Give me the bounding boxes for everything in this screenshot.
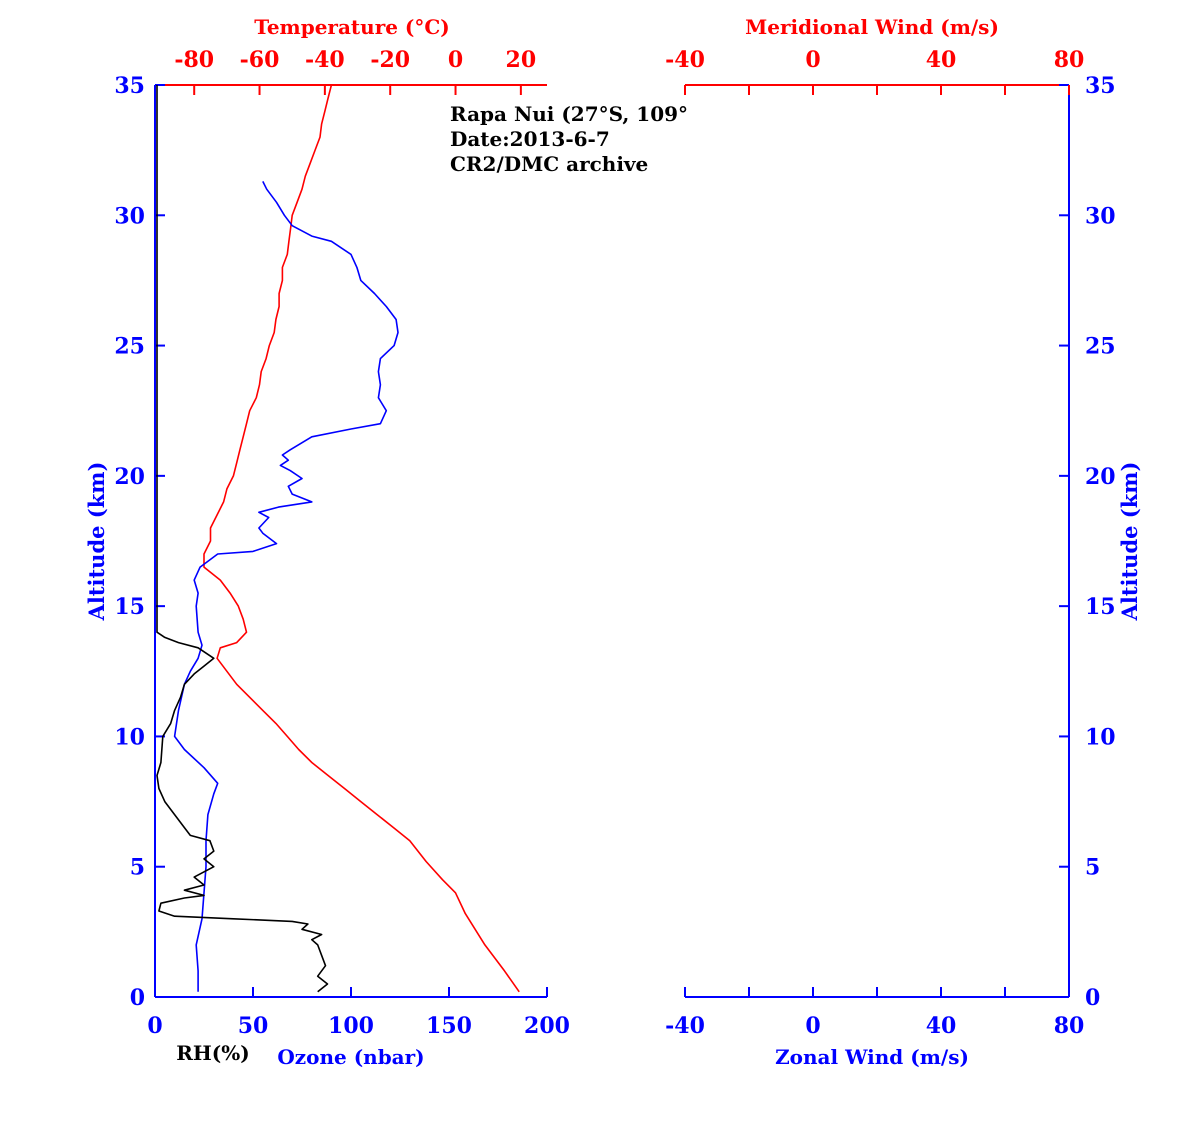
meridional-wind-tick-label: 40 (926, 47, 957, 73)
zonal-wind-tick-label: -40 (665, 1013, 705, 1039)
ozone-tick-label: 200 (524, 1013, 570, 1039)
right-y-tick-label: 5 (1085, 855, 1100, 881)
ozone-tick-label: 150 (426, 1013, 472, 1039)
temperature-tick-label: -60 (240, 47, 280, 73)
right-y-tick-label: 0 (1085, 985, 1100, 1011)
temperature-axis-label: Temperature (°C) (254, 15, 450, 39)
temperature-tick-label: -20 (370, 47, 410, 73)
temperature-tick-label: -80 (174, 47, 214, 73)
meridional-wind-ticks: -40 0 40 80 (665, 47, 1084, 95)
zonal-wind-ticks: -40 0 40 80 (665, 987, 1084, 1039)
meridional-wind-tick-label: 0 (805, 47, 820, 73)
right-y-tick-label: 10 (1085, 724, 1116, 750)
zonal-wind-tick-label: 40 (926, 1013, 957, 1039)
archive-annotation: CR2/DMC archive (450, 152, 648, 176)
ozone-tick-label: 100 (328, 1013, 374, 1039)
ozone-axis-label: Ozone (nbar) (277, 1045, 424, 1069)
left-y-tick-label: 35 (114, 73, 145, 99)
left-panel-series (156, 84, 520, 993)
right-y-tick-label: 25 (1085, 334, 1116, 360)
rh-axis-label: RH(%) (176, 1041, 249, 1065)
left-y-tick-label: 25 (114, 334, 145, 360)
zonal-wind-axis-label: Zonal Wind (m/s) (775, 1045, 969, 1069)
meridional-wind-tick-label: 80 (1054, 47, 1085, 73)
ozone-ticks: 0 50 100 150 200 (147, 987, 570, 1039)
left-y-tick-label: 0 (130, 985, 145, 1011)
left-y-tick-label: 30 (114, 203, 145, 229)
temperature-ticks: -80 -60 -40 -20 0 20 (174, 47, 536, 95)
left-y-tick-label: 20 (114, 464, 145, 490)
ozone-tick-label: 50 (238, 1013, 269, 1039)
right-altitude-axis-label: Altitude (km) (1117, 462, 1142, 622)
temperature-profile-line (203, 84, 520, 993)
temperature-tick-label: 20 (506, 47, 537, 73)
ozone-tick-label: 0 (147, 1013, 162, 1039)
meridional-wind-tick-label: -40 (665, 47, 705, 73)
left-y-tick-label: 10 (114, 724, 145, 750)
left-y-tick-label: 5 (130, 855, 145, 881)
zonal-wind-tick-label: 80 (1054, 1013, 1085, 1039)
meridional-wind-axis-label: Meridional Wind (m/s) (745, 15, 999, 39)
right-y-tick-label: 30 (1085, 203, 1116, 229)
right-panel-axes: 0 5 10 15 20 25 30 35 -40 0 40 80 -40 0 40 80 (665, 47, 1116, 1039)
left-y-tick-label: 15 (114, 594, 145, 620)
left-altitude-axis-label: Altitude (km) (84, 462, 109, 622)
right-y-ticks: 0 5 10 15 20 25 30 35 (1059, 73, 1116, 1011)
date-annotation: Date:2013-6-7 (450, 127, 610, 151)
rh-profile-line (156, 85, 329, 993)
ozone-profile-line (173, 181, 399, 992)
right-y-tick-label: 35 (1085, 73, 1116, 99)
temperature-tick-label: 0 (448, 47, 463, 73)
station-annotation: Rapa Nui (27°S, 109° (450, 102, 688, 126)
right-y-tick-label: 15 (1085, 594, 1116, 620)
temperature-tick-label: -40 (305, 47, 345, 73)
zonal-wind-tick-label: 0 (805, 1013, 820, 1039)
right-y-tick-label: 20 (1085, 464, 1116, 490)
